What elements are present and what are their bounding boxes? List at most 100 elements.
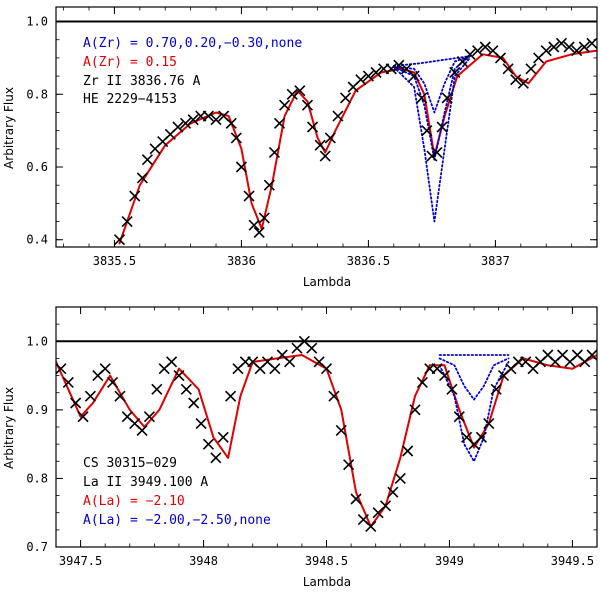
observed-point: [99, 363, 111, 375]
observed-point: [248, 219, 260, 231]
x-tick-label: 3948.5: [305, 554, 348, 568]
observed-point: [151, 383, 163, 395]
observed-point: [563, 41, 575, 53]
y-tick-label: 0.8: [26, 471, 48, 485]
observed-point: [402, 445, 414, 457]
observed-point: [173, 370, 185, 382]
observed-point: [578, 41, 590, 53]
annotation-star-name: CS 30315−029: [83, 456, 177, 471]
observed-point: [436, 121, 448, 133]
observed-point: [273, 117, 286, 129]
observed-point: [188, 397, 200, 409]
observed-point: [449, 66, 461, 79]
observed-point: [84, 390, 96, 402]
observed-point: [332, 110, 344, 122]
observed-point: [284, 356, 296, 368]
observed-point: [210, 114, 222, 126]
annotation-zr-abundances-blue: A(Zr) = 0.70,0.20,−0.30,none: [83, 36, 302, 51]
observed-point: [210, 452, 222, 464]
y-tick-label: 0.8: [26, 87, 48, 101]
observed-point: [306, 121, 319, 133]
x-axis-title: Lambda: [303, 575, 351, 589]
observed-point: [166, 356, 178, 368]
observed-point: [421, 125, 433, 137]
observed-point: [555, 37, 568, 49]
observed-point: [438, 370, 451, 382]
observed-point: [365, 520, 377, 532]
synthetic-spectrum-dotted-1: [438, 360, 510, 463]
observed-point: [571, 45, 583, 57]
observed-point: [230, 132, 242, 144]
synthetic-spectrum-dotted-4: [392, 55, 471, 67]
observed-point: [387, 486, 399, 498]
observed-point: [114, 390, 126, 402]
observed-point: [180, 383, 192, 395]
observed-point: [202, 110, 214, 122]
observed-point: [77, 411, 89, 423]
observed-point: [258, 212, 270, 224]
observed-point: [294, 85, 306, 97]
observed-point: [510, 74, 522, 86]
observed-point: [502, 63, 514, 75]
observed-point: [225, 117, 237, 129]
y-axis-title: Arbitrary Flux: [2, 87, 16, 169]
observed-point: [475, 431, 487, 443]
x-tick-label: 3949.5: [551, 554, 594, 568]
annotation-la-abundances-blue: A(La) = −2.00,−2.50,none: [83, 513, 271, 528]
y-tick-label: 0.6: [26, 160, 48, 174]
panel-top: Lambda Arbitrary Flux A(Zr) = 0.70,0.20,…: [2, 6, 598, 289]
observed-point: [172, 121, 184, 133]
observed-point: [324, 132, 336, 144]
observed-point: [525, 63, 537, 75]
observed-point: [136, 424, 148, 436]
plot-frame: [55, 6, 598, 248]
observed-point: [268, 146, 280, 159]
observed-point: [253, 226, 265, 239]
synthetic-spectrum-dotted-1: [392, 57, 471, 223]
observed-point: [320, 363, 333, 375]
observed-point: [279, 99, 291, 111]
observed-point: [225, 390, 237, 402]
observed-point: [121, 215, 133, 228]
observed-point: [141, 154, 154, 166]
observed-point: [385, 63, 397, 75]
observed-point: [339, 92, 352, 104]
observed-point: [408, 70, 420, 82]
observed-point: [479, 41, 491, 53]
observed-point: [195, 418, 207, 430]
observed-point: [306, 342, 318, 354]
observed-point: [441, 92, 453, 104]
observed-point: [136, 172, 148, 184]
annotation-la-best-fit-red: A(La) = −2.10: [83, 494, 185, 509]
observed-point: [187, 114, 199, 126]
synthetic-spectrum-best-fit: [118, 49, 597, 245]
observed-point: [548, 41, 560, 53]
observed-point: [179, 117, 192, 129]
y-tick-label: 0.9: [26, 403, 48, 417]
observed-point: [243, 190, 255, 202]
observed-point: [319, 150, 331, 162]
x-tick-label: 3836.5: [347, 254, 390, 268]
observed-point: [202, 438, 215, 450]
observed-point: [343, 459, 355, 471]
plot-area: [56, 20, 597, 246]
observed-point: [540, 45, 552, 57]
y-axis-title: Arbitrary Flux: [2, 387, 16, 469]
observed-point: [143, 411, 156, 423]
observed-point: [393, 59, 405, 71]
observed-point: [350, 493, 362, 505]
y-tick-label: 0.7: [26, 540, 48, 554]
observed-point: [70, 397, 82, 409]
observed-point: [263, 179, 275, 191]
observed-point: [235, 161, 247, 173]
x-tick-label: 3949: [435, 554, 464, 568]
observed-point: [286, 88, 298, 100]
synthetic-spectrum-dotted-2: [438, 357, 510, 401]
plot-area: [56, 335, 597, 532]
observed-point: [328, 390, 340, 402]
observed-point: [490, 383, 502, 395]
x-axis-title: Lambda: [303, 275, 351, 289]
observed-point: [129, 190, 141, 202]
observed-point: [379, 500, 392, 512]
